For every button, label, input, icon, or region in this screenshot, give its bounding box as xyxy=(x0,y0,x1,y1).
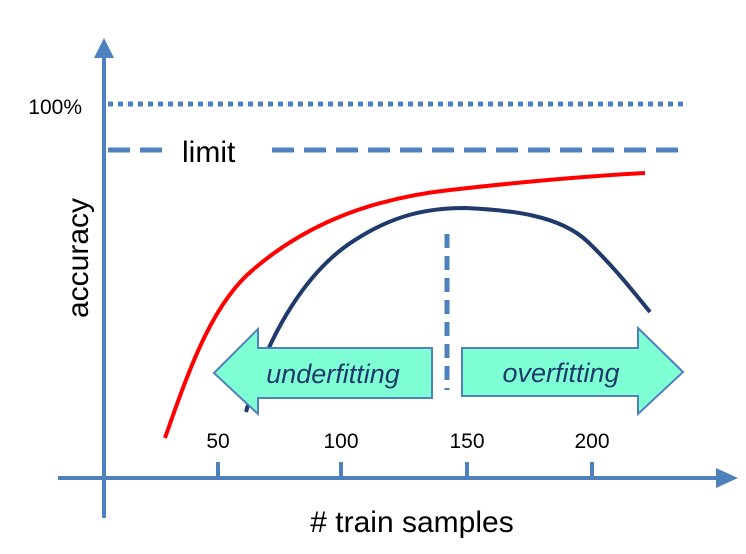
x-ticks xyxy=(216,462,594,478)
training-accuracy-curve xyxy=(163,171,646,439)
overfitting-arrow-shape xyxy=(461,325,685,417)
underfitting-label: underfitting xyxy=(266,359,400,389)
axes xyxy=(58,38,738,518)
y-axis-title: accuracy xyxy=(62,198,95,318)
x-tick-labels: 50 100 150 200 xyxy=(206,430,609,453)
x-tick-label-200: 200 xyxy=(574,430,609,453)
test-accuracy-curve xyxy=(244,205,652,413)
x-tick-label-100: 100 xyxy=(323,430,358,453)
y-axis-arrowhead xyxy=(94,38,114,58)
x-tick-label-150: 150 xyxy=(449,430,484,453)
x-axis-arrowhead xyxy=(716,468,738,488)
hundred-percent-label: 100% xyxy=(28,96,82,119)
underfitting-arrow: underfitting xyxy=(212,326,433,417)
x-axis-title: # train samples xyxy=(310,506,513,539)
overfitting-arrow: overfitting xyxy=(461,325,685,417)
x-tick-label-50: 50 xyxy=(206,430,229,453)
limit-label: limit xyxy=(182,136,236,169)
overfitting-label: overfitting xyxy=(502,358,619,388)
underfitting-arrow-shape xyxy=(212,326,433,417)
